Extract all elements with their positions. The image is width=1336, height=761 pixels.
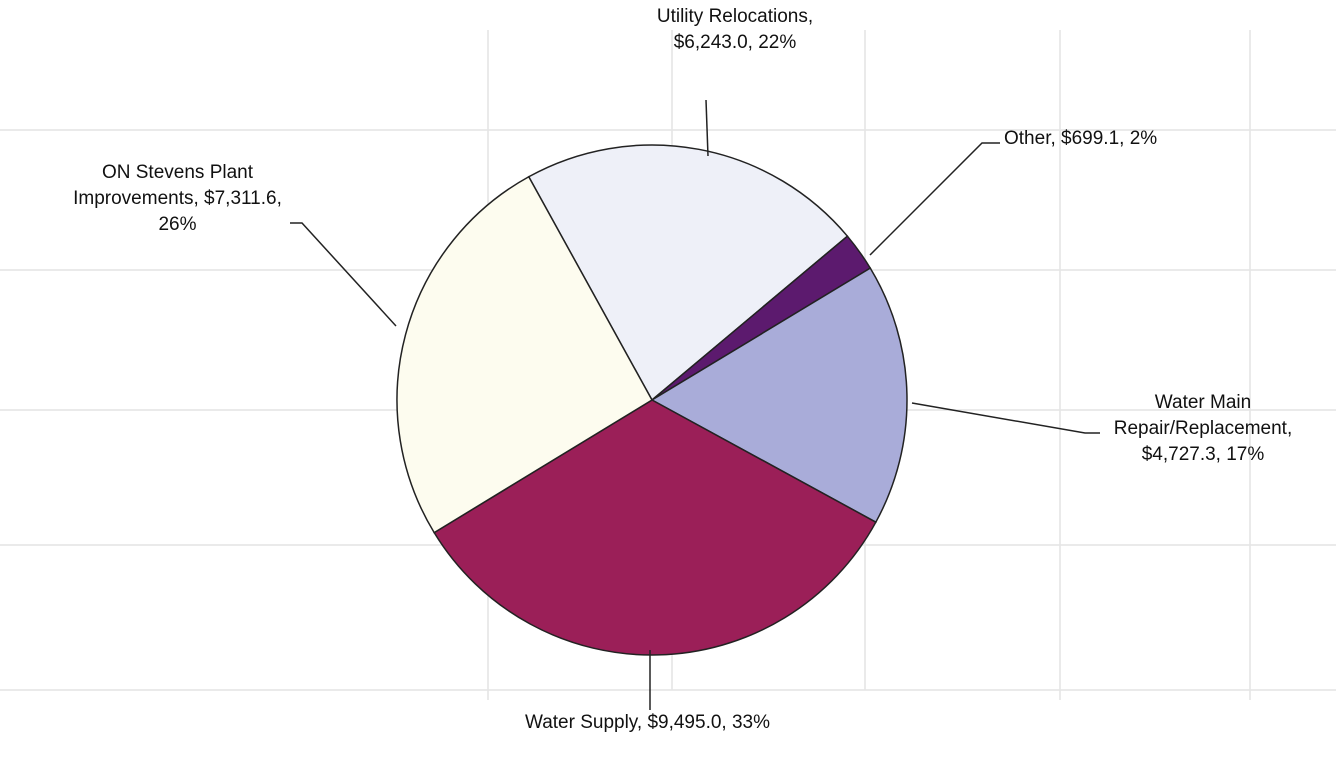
slice-label: Other, $699.1, 2% — [1004, 128, 1158, 149]
slice-label: Water Supply, $9,495.0, 33% — [524, 712, 771, 733]
pie-slice — [433, 399, 877, 656]
leader-line — [290, 222, 397, 327]
leader-line — [705, 99, 709, 157]
pie-slice — [396, 175, 654, 534]
slice-label: ON Stevens Plant Improvements, $7,311.6,… — [73, 162, 282, 235]
leader-lines — [290, 99, 1100, 710]
pie — [396, 144, 908, 656]
pie-slice — [650, 267, 908, 524]
pie-slice — [527, 144, 849, 402]
leader-line — [869, 142, 1000, 256]
slice-label: Water Main Repair/Replacement, $4,727.3,… — [1113, 392, 1293, 465]
leader-line — [911, 402, 1100, 434]
slice-label: Utility Relocations, $6,243.0, 22% — [656, 6, 814, 53]
